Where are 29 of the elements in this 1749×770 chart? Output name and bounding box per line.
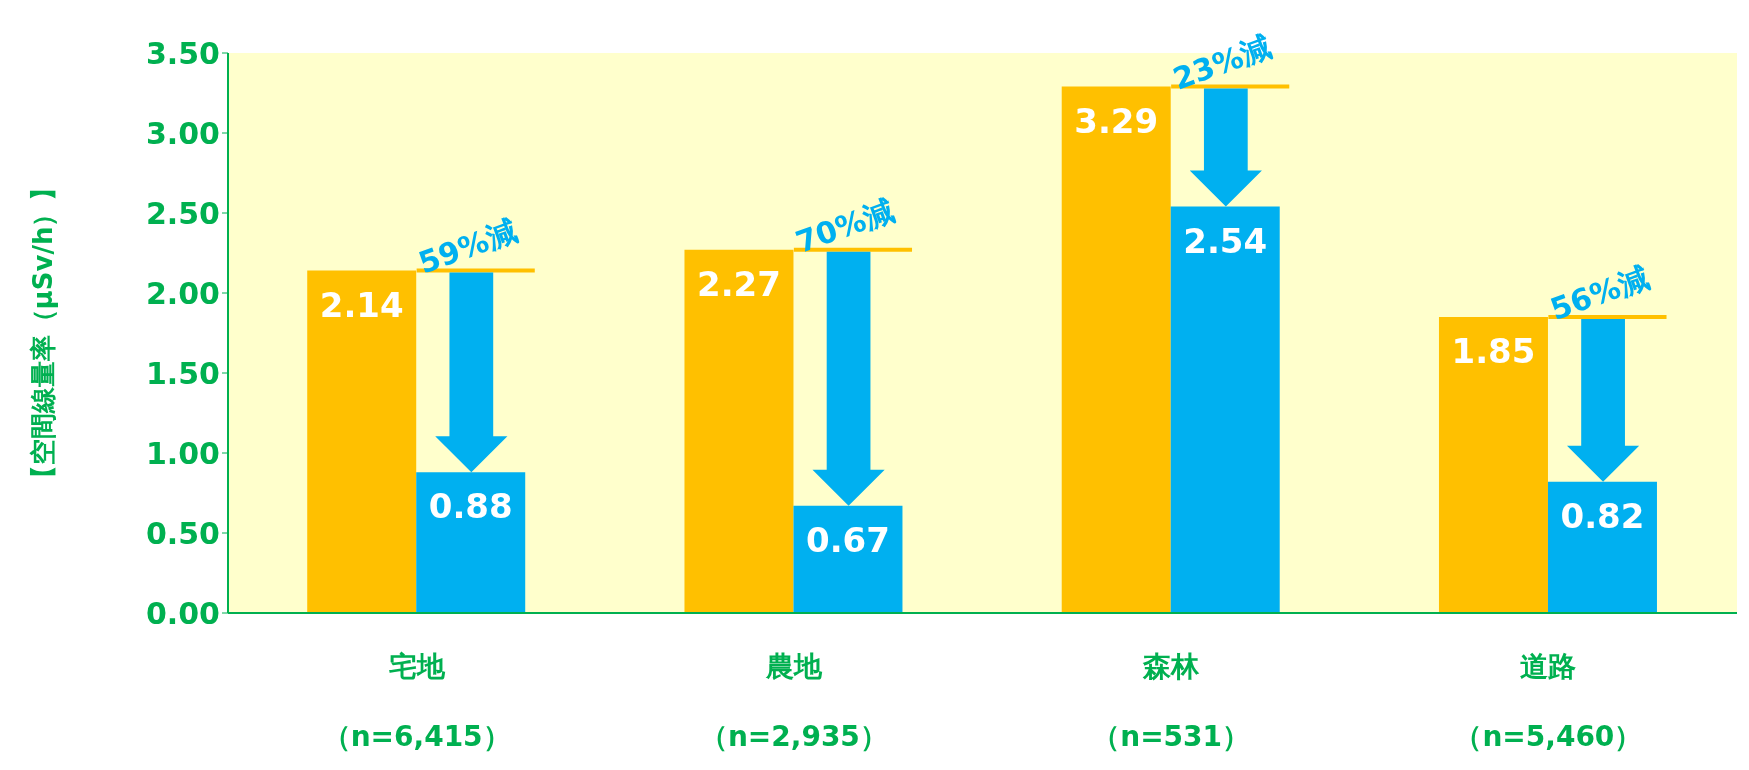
y-tick-label: 0.50 [145,515,220,551]
bar [1061,86,1171,613]
category-label: 農地（n=2,935） [699,650,888,753]
bar [684,249,794,613]
y-tick-label: 1.50 [145,355,220,391]
data-label: 2.14 [319,284,404,325]
annotation: 59%減 [413,212,522,281]
y-tick-label: 3.00 [145,115,220,151]
y-tick-label: 1.00 [145,435,220,471]
annotation: 23%減 [1168,28,1277,97]
category-label: 森林（n=531） [1092,650,1251,753]
y-tick-label: 2.00 [145,275,220,311]
category-label: 道路（n=5,460） [1454,650,1643,753]
y-axis-title: 【空間線量率（μSv/h）】 [27,174,58,492]
data-label: 1.85 [1451,331,1536,372]
data-label: 0.88 [428,486,513,527]
category-label: 宅地（n=6,415） [322,650,511,753]
data-label: 2.27 [697,263,781,304]
data-label: 3.29 [1074,100,1159,141]
data-label: 0.67 [806,519,890,560]
bar [307,270,417,613]
y-tick-label: 3.50 [145,35,220,71]
bar [1438,317,1548,613]
y-tick-label: 2.50 [145,195,220,231]
annotation: 56%減 [1545,259,1654,327]
y-tick-label: 0.00 [145,595,220,631]
data-label: 0.82 [1560,495,1645,536]
data-label: 2.54 [1183,220,1268,261]
annotation: 70%減 [791,192,899,260]
